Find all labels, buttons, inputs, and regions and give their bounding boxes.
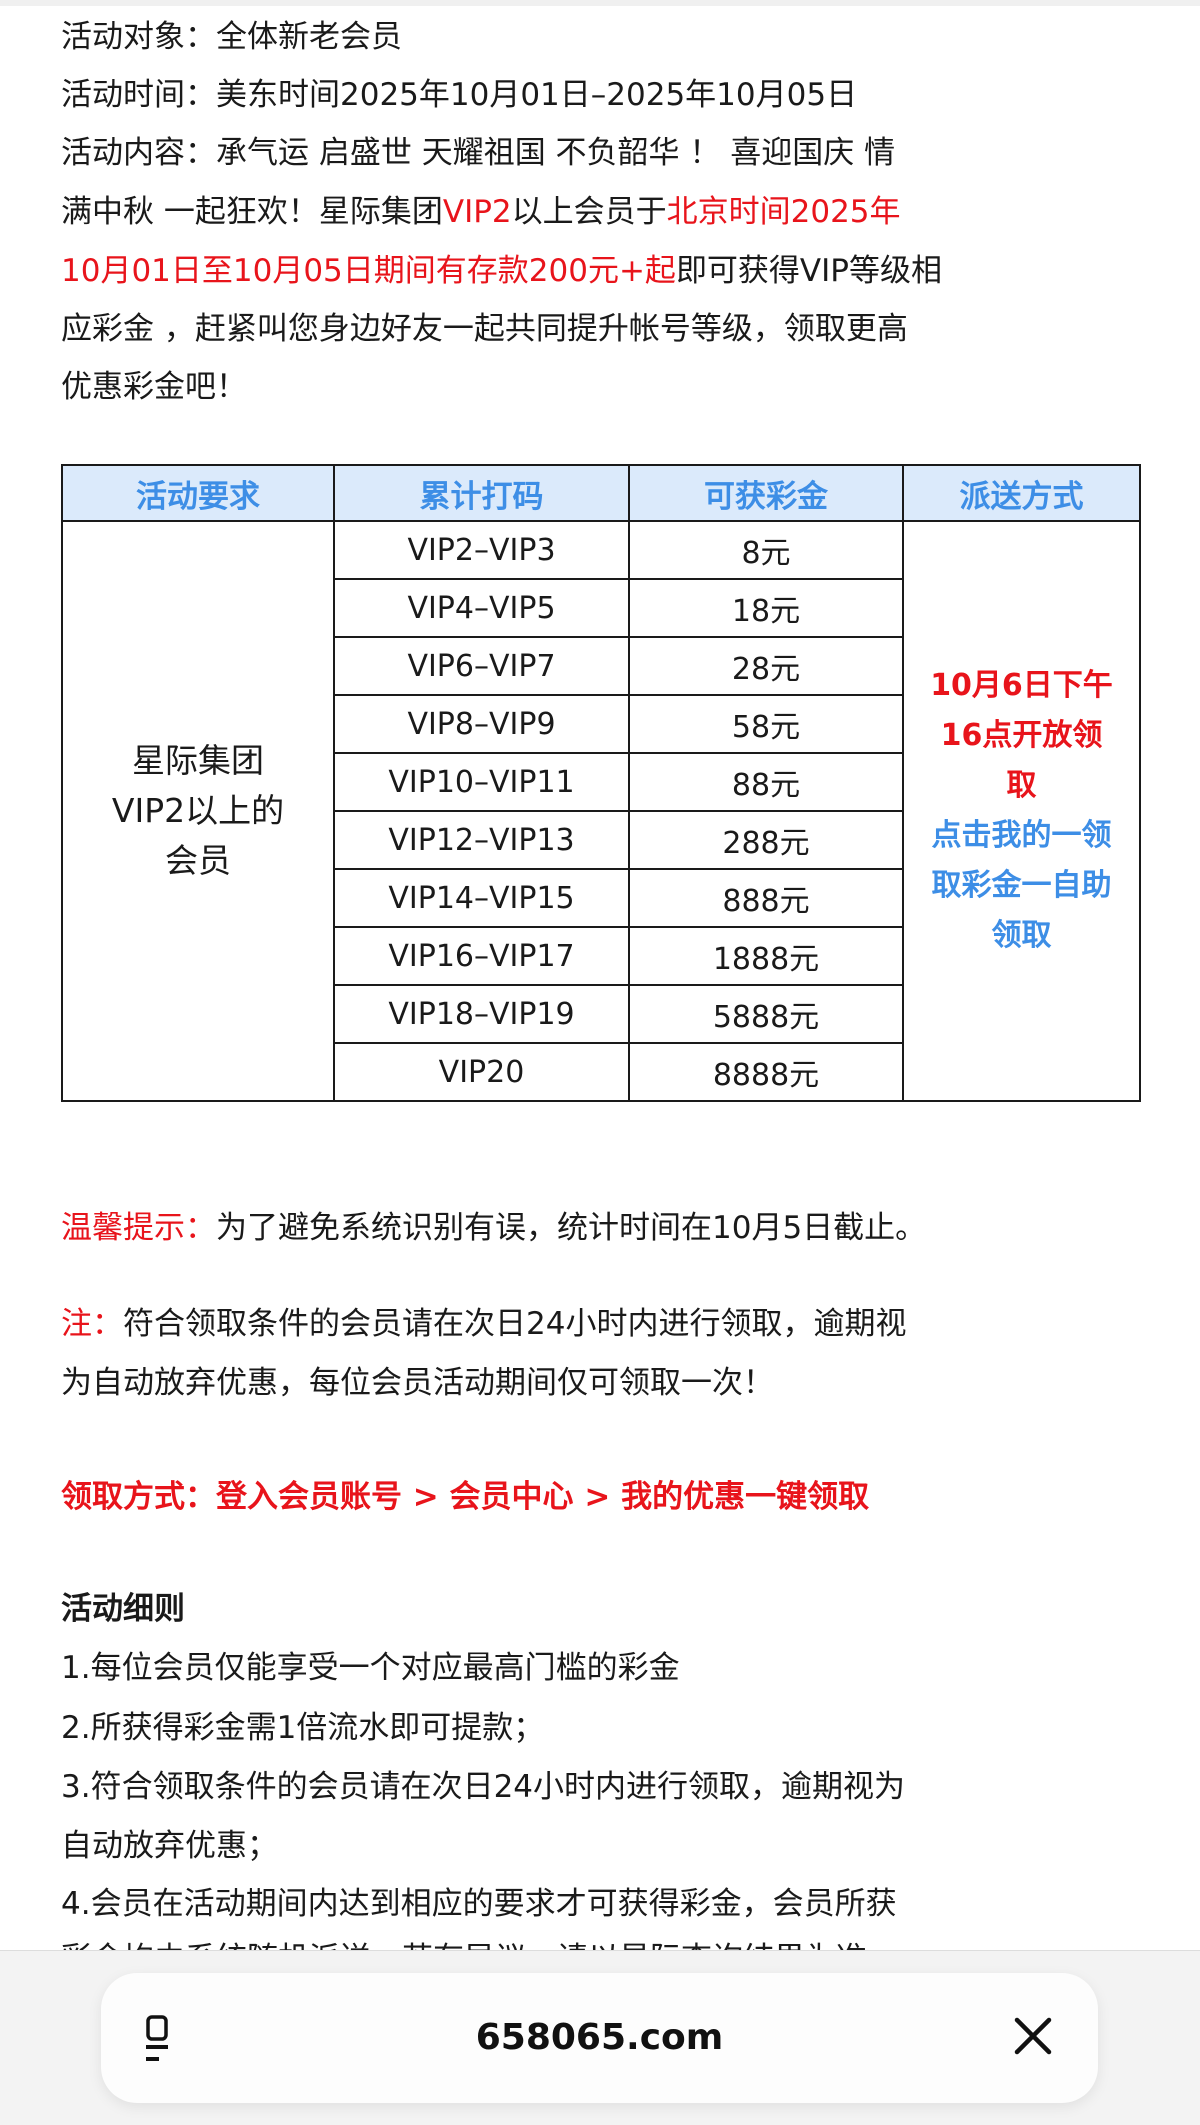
note-label: 注： (61, 1306, 123, 1342)
bonus-cell: 5888元 (628, 984, 904, 1044)
intro-content-line5: 优惠彩金吧！ (61, 369, 247, 405)
requirement-line: 会员 (165, 841, 231, 880)
distribution-method-line: 取彩金一自助 (931, 868, 1112, 903)
bonus-cell: 88元 (628, 752, 904, 812)
requirement-line: VIP2以上的 (111, 791, 285, 830)
highlight: 10月01日至10月05日期间有存款200元+起 (61, 253, 676, 289)
tip-text: 为了避免系统识别有误，统计时间在10月5日截止。 (216, 1210, 927, 1246)
distribution-cell: 10月6日下午 16点开放领取点击我的一领 取彩金一自助 领取 (902, 520, 1141, 1102)
bonus-table: 活动要求 累计打码 可获彩金 派送方式 星际集团 VIP2以上的 会员 VIP2–VI… (61, 464, 1141, 1102)
bonus-cell: 8元 (628, 520, 904, 580)
intro-time: 活动时间：美东时间2025年10月01日–2025年10月05日 (61, 77, 858, 113)
table-row: 星际集团 VIP2以上的 会员 VIP2–VIP3 8元 10月6日下午 16点开放领取点击… (61, 520, 1141, 1102)
intro-content-line4: 应彩金 ，赶紧叫您身边好友一起共同提升帐号等级，领取更高 (61, 311, 908, 347)
tip-label: 温馨提示： (61, 1210, 216, 1246)
rule-line: 彩金均由系统随机派送，若有异议，请以星际查询结果为准 (61, 1930, 867, 1950)
note-line2: 为自动放弃优惠，每位会员活动期间仅可领取一次！ (61, 1365, 774, 1401)
table-row: VIP20 8888元 (62, 1042, 1140, 1102)
table-row: VIP18–VIP19 5888元 (62, 984, 1140, 1044)
note-text: 符合领取条件的会员请在次日24小时内进行领取，逾期视 (123, 1306, 907, 1342)
page-content[interactable]: 活动对象：全体新老会员 活动时间：美东时间2025年10月01日–2025年10… (0, 0, 1200, 1950)
browser-bottom-bar: 658065.com (0, 1950, 1200, 2125)
intro-content-line3: 10月01日至10月05日期间有存款200元+起即可获得VIP等级相 (61, 242, 942, 300)
table-row: VIP4–VIP5 18元 (62, 578, 1140, 638)
requirement-cell: 星际集团 VIP2以上的 会员 (61, 520, 335, 1102)
intro-target: 活动对象：全体新老会员 (61, 19, 402, 55)
header-turnover: 累计打码 (333, 464, 630, 522)
top-edge (0, 0, 1200, 6)
header-requirement: 活动要求 (61, 464, 335, 522)
rule-line: 4.会员在活动期间内达到相应的要求才可获得彩金，会员所获 (61, 1886, 897, 1922)
close-icon[interactable] (1013, 2016, 1053, 2056)
tip: 温馨提示：为了避免系统识别有误，统计时间在10月5日截止。 (61, 1199, 926, 1257)
bonus-cell: 28元 (628, 636, 904, 696)
rule-line: 2.所获得彩金需1倍流水即可提款； (61, 1710, 545, 1746)
rule-line: 自动放弃优惠； (61, 1828, 278, 1864)
table-row: VIP16–VIP17 1888元 (62, 926, 1140, 986)
bonus-cell: 288元 (628, 810, 904, 870)
address-bar[interactable]: 658065.com (101, 1973, 1098, 2103)
highlight: VIP2 (442, 194, 512, 230)
highlight: 北京时间2025年 (666, 194, 901, 230)
header-distribution: 派送方式 (902, 464, 1141, 522)
level-cell: VIP14–VIP15 (333, 868, 630, 928)
bonus-cell: 18元 (628, 578, 904, 638)
level-cell: VIP20 (333, 1042, 630, 1102)
distribution-method-line: 领取 (991, 918, 1052, 953)
level-cell: VIP4–VIP5 (333, 578, 630, 638)
table-row: VIP6–VIP7 28元 (62, 636, 1140, 696)
requirement-line: 星际集团 (132, 741, 264, 780)
level-cell: VIP18–VIP19 (333, 984, 630, 1044)
claim-method: 领取方式：登入会员账号 > 会员中心 > 我的优惠一键领取 (61, 1479, 870, 1515)
distribution-time-line: 16点开放领 (940, 718, 1103, 753)
bonus-cell: 1888元 (628, 926, 904, 986)
bonus-cell: 888元 (628, 868, 904, 928)
intro-content: 活动内容：承气运 启盛世 天耀祖国 不负韶华 ！ 喜迎国庆 情 (61, 135, 896, 171)
text: 以上会员于 (511, 194, 667, 230)
note: 注：符合领取条件的会员请在次日24小时内进行领取，逾期视 (61, 1295, 906, 1353)
rule-line: 3.符合领取条件的会员请在次日24小时内进行领取，逾期视为 (61, 1769, 906, 1805)
text: 即可获得VIP等级相 (675, 253, 942, 289)
table-row: VIP10–VIP11 88元 (62, 752, 1140, 812)
menu-icon[interactable] (146, 2015, 168, 2065)
distribution-time-line: 取 (1006, 768, 1037, 803)
bonus-cell: 58元 (628, 694, 904, 754)
intro-content-line2: 满中秋 一起狂欢！星际集团VIP2以上会员于北京时间2025年 (61, 183, 901, 241)
header-bonus: 可获彩金 (628, 464, 904, 522)
text: 满中秋 一起狂欢！星际集团 (61, 194, 443, 230)
level-cell: VIP8–VIP9 (333, 694, 630, 754)
url-text[interactable]: 658065.com (475, 2017, 724, 2058)
level-cell: VIP12–VIP13 (333, 810, 630, 870)
distribution-time-line: 10月6日下午 (930, 668, 1113, 703)
rules-title: 活动细则 (61, 1591, 185, 1627)
rule-line: 1.每位会员仅能享受一个对应最高门槛的彩金 (61, 1650, 680, 1686)
level-cell: VIP6–VIP7 (333, 636, 630, 696)
bonus-cell: 8888元 (628, 1042, 904, 1102)
level-cell: VIP16–VIP17 (333, 926, 630, 986)
table-row: VIP14–VIP15 888元 (62, 868, 1140, 928)
table-row: VIP12–VIP13 288元 (62, 810, 1140, 870)
level-cell: VIP2–VIP3 (333, 520, 630, 580)
table-row: VIP8–VIP9 58元 (62, 694, 1140, 754)
distribution-method-line: 点击我的一领 (931, 818, 1112, 853)
level-cell: VIP10–VIP11 (333, 752, 630, 812)
